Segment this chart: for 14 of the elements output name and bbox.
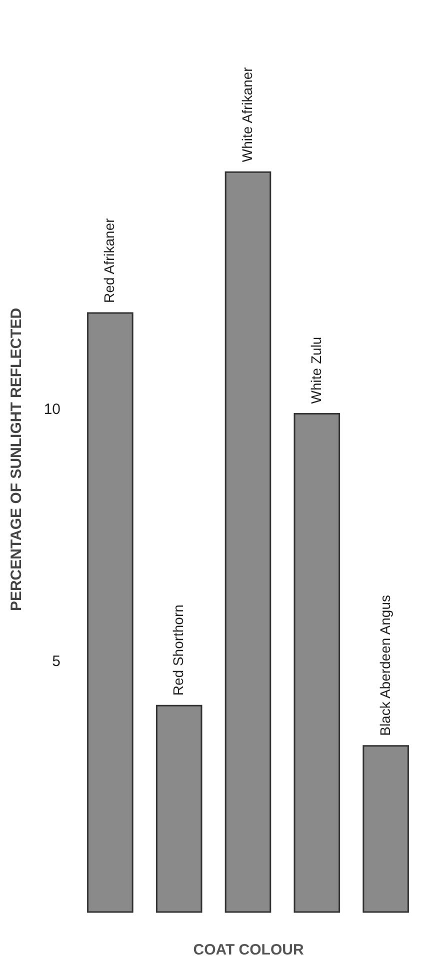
x-tick-label: White Zulu <box>308 336 324 404</box>
y-tick-label: 5 <box>52 652 60 670</box>
x-tick-label: Red Shorthorn <box>170 604 186 696</box>
x-tick-label: Black Aberdeen Angus <box>376 595 393 736</box>
x-tick-label: White Afrikaner <box>239 66 255 162</box>
bar <box>362 745 409 913</box>
bar <box>294 412 340 913</box>
x-axis-title: COAT COLOUR <box>193 942 304 958</box>
x-tick-label: Red Afrikaner <box>101 218 118 304</box>
y-tick-label: 10 <box>44 401 60 418</box>
y-axis-title: PERCENTAGE OF SUNLIGHT REFLECTED <box>8 308 25 612</box>
bar <box>224 171 272 913</box>
bar <box>156 704 202 913</box>
bar <box>87 312 134 913</box>
